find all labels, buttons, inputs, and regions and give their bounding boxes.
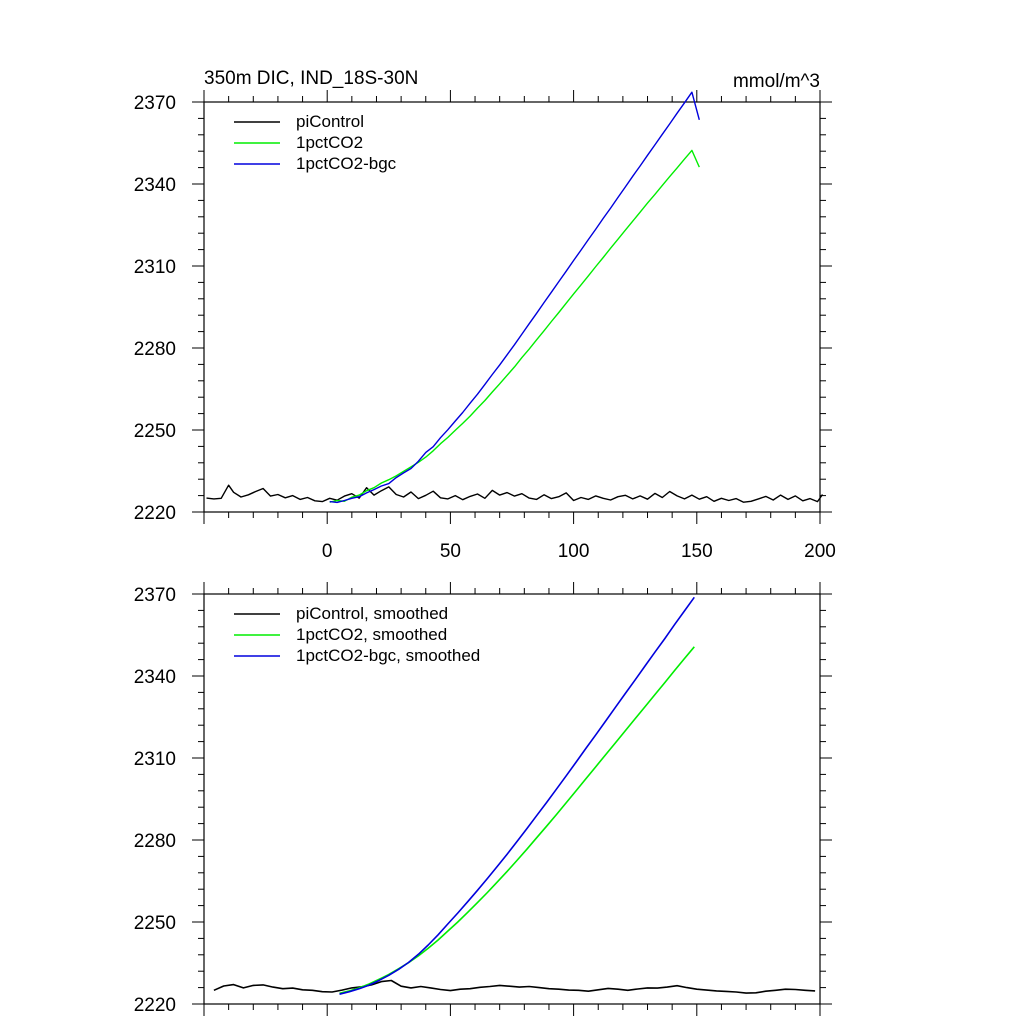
- y-tick-label: 2340: [134, 667, 176, 688]
- y-tick-label: 2370: [134, 93, 176, 114]
- series-line-1: [329, 149, 700, 503]
- series-line-0: [206, 484, 824, 503]
- units-label: mmol/m^3: [733, 71, 820, 92]
- x-tick-label: 200: [804, 541, 836, 562]
- series-line-1: [339, 646, 695, 995]
- legend-label-0: piControl: [296, 112, 364, 131]
- plot-frame: [203, 101, 821, 513]
- y-tick-label: 2280: [134, 831, 176, 852]
- bottom-panel: 2220 2250 2280 2310 2340 2370 piControl, smoot…: [134, 582, 832, 1016]
- series-line-2: [339, 596, 695, 995]
- series-line-0: [213, 979, 816, 994]
- x-tick-label: 50: [440, 541, 461, 562]
- x-tick-label: 150: [681, 541, 713, 562]
- legend-label-1: 1pctCO2: [296, 133, 363, 152]
- y-tick-label: 2310: [134, 749, 176, 770]
- y-tick-label: 2250: [134, 913, 176, 934]
- y-tick-label: 2310: [134, 257, 176, 278]
- x-tick-label: 0: [322, 541, 333, 562]
- y-tick-label: 2250: [134, 421, 176, 442]
- y-tick-label: 2220: [134, 995, 176, 1016]
- y-tick-label: 2340: [134, 175, 176, 196]
- legend-label-2: 1pctCO2-bgc: [296, 154, 397, 173]
- y-tick-label: 2370: [134, 585, 176, 606]
- plot-frame: [203, 593, 821, 1005]
- top-panel: 350m DIC, IND_18S-30N mmol/m^3 0 50 100 150…: [134, 68, 836, 562]
- legend-label-0: piControl, smoothed: [296, 604, 448, 623]
- series-line-2: [329, 91, 700, 504]
- x-tick-label: 100: [558, 541, 590, 562]
- legend-label-1: 1pctCO2, smoothed: [296, 625, 447, 644]
- chart-title: 350m DIC, IND_18S-30N: [204, 68, 418, 89]
- y-tick-label: 2220: [134, 503, 176, 524]
- y-tick-label: 2280: [134, 339, 176, 360]
- legend-label-2: 1pctCO2-bgc, smoothed: [296, 646, 480, 665]
